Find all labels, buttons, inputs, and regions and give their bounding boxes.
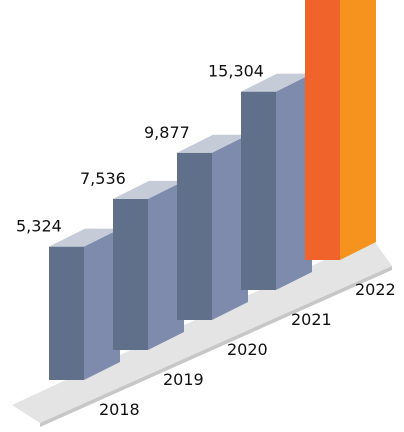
bar-side-face: [212, 134, 248, 320]
bar-2019: [113, 180, 184, 350]
bar-top-face: [49, 228, 120, 247]
bar-top-face: [113, 180, 184, 199]
bar-2020: [177, 134, 248, 320]
bar-side-face: [148, 180, 184, 350]
floor-edge: [40, 266, 392, 427]
bar-side-face: [340, 0, 376, 260]
bar-front-face: [113, 198, 148, 350]
bar-2021: [241, 73, 312, 291]
value-label-2019: 7,536: [80, 169, 126, 188]
category-label-2020: 2020: [227, 340, 268, 359]
bar-side-face: [276, 73, 312, 291]
bar-front-face: [49, 246, 84, 380]
bar-top-face: [241, 73, 312, 92]
category-label-2021: 2021: [291, 310, 332, 329]
value-label-2018: 5,324: [16, 217, 62, 236]
bar-2018: [49, 228, 120, 380]
floor-platform: [12, 238, 392, 423]
category-label-2018: 2018: [99, 400, 140, 419]
bar-front-face: [305, 0, 340, 260]
bar-front-face: [177, 152, 212, 320]
category-label-2019: 2019: [163, 370, 204, 389]
value-label-2020: 9,877: [144, 123, 190, 142]
bar-front-face: [241, 91, 276, 291]
bar-top-face: [177, 134, 248, 153]
bar-side-face: [84, 228, 120, 380]
category-label-2022: 2022: [355, 280, 396, 299]
bar-2022: [305, 0, 376, 260]
value-label-2021: 15,304: [208, 62, 264, 81]
